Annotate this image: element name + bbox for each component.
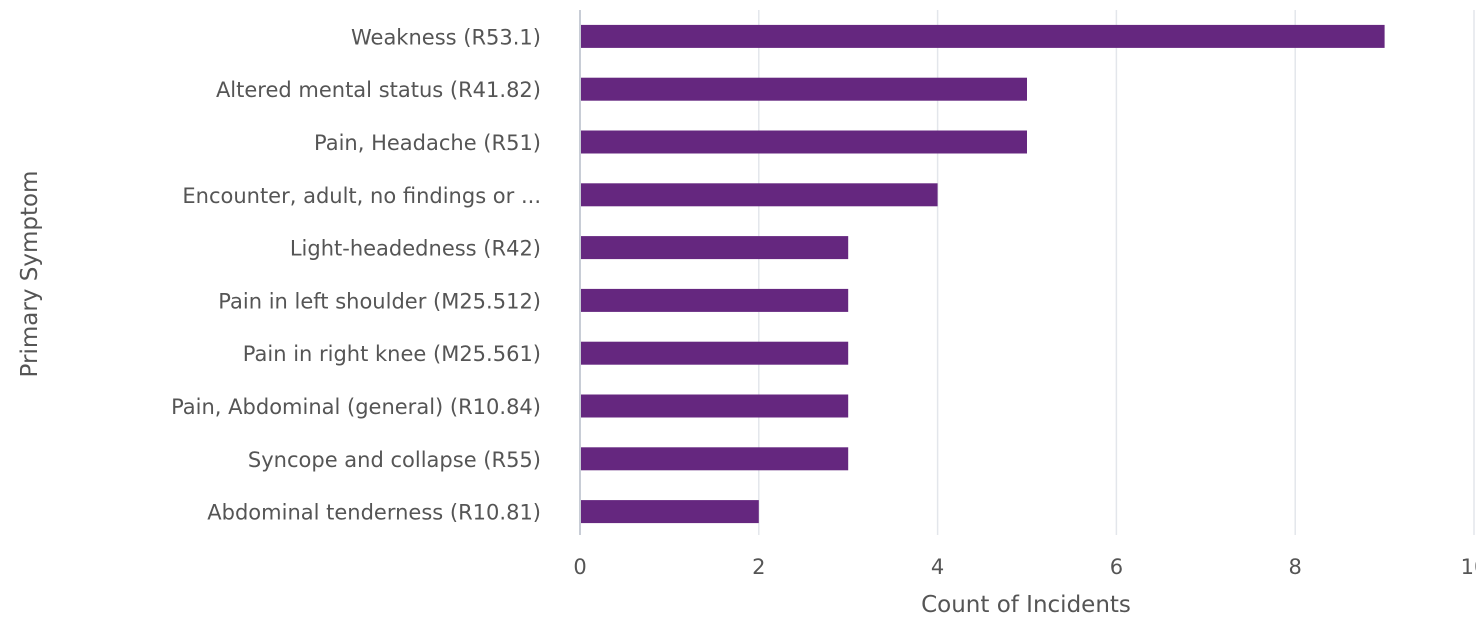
x-tick-label: 2	[752, 555, 765, 579]
bar[interactable]	[581, 183, 938, 207]
x-tick-label: 8	[1289, 555, 1302, 579]
category-label: Weakness (R53.1)	[351, 25, 541, 49]
x-tick-label: 0	[573, 555, 586, 579]
x-axis-title: Count of Incidents	[921, 592, 1131, 618]
bars-layer	[581, 24, 1385, 524]
bar[interactable]	[581, 77, 1027, 101]
bar[interactable]	[581, 130, 1027, 154]
bar[interactable]	[581, 236, 849, 260]
bar[interactable]	[581, 394, 849, 418]
category-label: Pain in right knee (M25.561)	[243, 342, 541, 366]
bar[interactable]	[581, 447, 849, 471]
bar[interactable]	[581, 288, 849, 312]
x-tick-label: 4	[931, 555, 944, 579]
category-label: Altered mental status (R41.82)	[216, 78, 541, 102]
category-label: Pain, Headache (R51)	[314, 131, 541, 155]
category-label: Abdominal tenderness (R10.81)	[207, 501, 541, 525]
category-labels: Weakness (R53.1) Altered mental status (R…	[171, 25, 541, 524]
category-label: Syncope and collapse (R55)	[248, 448, 541, 472]
x-tick-label: 6	[1110, 555, 1123, 579]
category-label: Pain in left shoulder (M25.512)	[218, 289, 541, 313]
y-axis-title: Primary Symptom	[17, 171, 43, 378]
category-label: Light-headedness (R42)	[290, 237, 541, 261]
bar[interactable]	[581, 24, 1385, 48]
x-tick-label: 10	[1461, 555, 1476, 579]
x-tick-labels: 0 2 4 6 8 10	[573, 555, 1476, 579]
category-label: Pain, Abdominal (general) (R10.84)	[171, 395, 541, 419]
category-label: Encounter, adult, no findings or ...	[182, 184, 541, 208]
bar[interactable]	[581, 341, 849, 365]
bar[interactable]	[581, 500, 759, 524]
